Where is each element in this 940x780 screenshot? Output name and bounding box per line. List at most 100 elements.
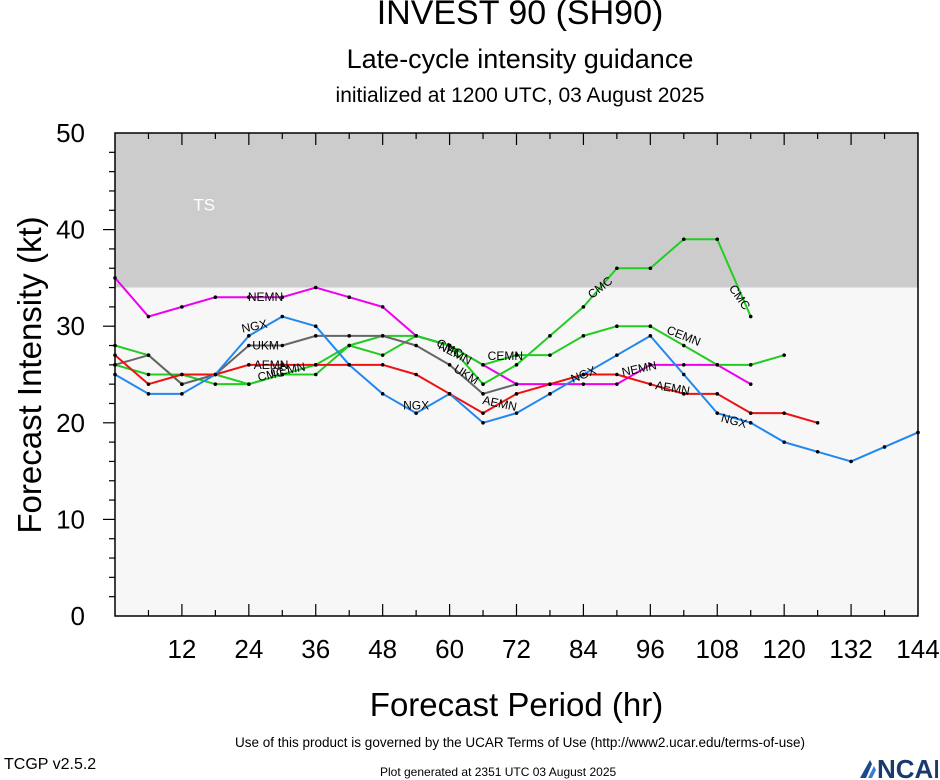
line-label-ngx: NGX xyxy=(403,398,429,412)
data-point-cemn xyxy=(581,334,586,338)
data-point-cmc xyxy=(748,314,753,319)
data-point-cemn xyxy=(347,343,352,348)
data-point-nemn xyxy=(146,314,151,319)
data-point-aemn xyxy=(380,363,385,367)
data-point-cmc xyxy=(581,305,586,309)
data-point-ukm xyxy=(380,334,385,338)
data-point-nemn xyxy=(347,295,352,300)
data-point-cemn xyxy=(280,372,285,377)
line-label-ngx: NGX xyxy=(720,411,749,431)
data-point-ngx xyxy=(715,411,720,415)
data-point-cemn xyxy=(548,353,552,357)
data-point-ngx xyxy=(313,324,318,329)
line-label-ukm: UKM xyxy=(252,339,279,353)
x-tick-label: 96 xyxy=(636,634,665,664)
x-axis-label: Forecast Period (hr) xyxy=(369,686,664,723)
data-point-aemn xyxy=(681,392,686,396)
data-point-cemn xyxy=(648,324,653,329)
data-point-nemn xyxy=(213,295,218,300)
data-point-ngx xyxy=(146,392,151,396)
data-point-nemn xyxy=(380,305,385,309)
x-tick-label: 72 xyxy=(502,634,531,664)
y-tick-label: 40 xyxy=(56,215,85,245)
data-point-ngx xyxy=(180,392,184,396)
data-point-aemn xyxy=(481,411,485,415)
data-point-ngx xyxy=(380,392,385,396)
x-tick-label: 24 xyxy=(234,634,263,664)
data-point-ngx xyxy=(447,392,452,396)
data-point-cmc xyxy=(648,266,653,271)
data-point-aemn xyxy=(313,363,318,367)
data-point-cmc xyxy=(514,363,519,367)
data-point-aemn xyxy=(648,382,653,386)
data-point-ngx xyxy=(347,363,352,367)
data-point-ngx xyxy=(414,411,418,415)
data-point-cmc xyxy=(715,237,720,242)
data-point-cmc xyxy=(681,237,686,242)
data-point-cemn xyxy=(247,382,251,386)
data-point-ukm xyxy=(313,334,318,338)
data-point-cemn xyxy=(681,343,686,348)
data-point-cmc xyxy=(548,334,552,338)
terms-of-use-text: Use of this product is governed by the U… xyxy=(235,735,805,750)
y-tick-label: 10 xyxy=(56,504,85,534)
data-point-ukm xyxy=(347,334,352,338)
data-point-aemn xyxy=(247,363,251,367)
data-point-cmc xyxy=(615,266,619,271)
y-tick-label: 20 xyxy=(56,408,85,438)
data-point-nemn xyxy=(681,363,686,367)
data-point-aemn xyxy=(414,372,418,377)
data-point-ngx xyxy=(782,440,786,444)
data-point-cemn xyxy=(414,334,418,338)
data-point-aemn xyxy=(715,392,720,396)
data-point-ngx xyxy=(815,449,820,454)
data-point-nemn xyxy=(615,382,619,386)
x-tick-label: 36 xyxy=(301,634,330,664)
data-point-cmc xyxy=(481,382,485,386)
intensity-band-1 xyxy=(115,287,918,616)
line-label-nemn: NEMN xyxy=(248,290,283,304)
intensity-band-0 xyxy=(115,133,918,288)
data-point-ngx xyxy=(849,459,853,464)
x-tick-label: 60 xyxy=(435,634,464,664)
data-point-ngx xyxy=(882,445,887,449)
data-point-nemn xyxy=(280,295,285,300)
data-point-cmc xyxy=(313,372,318,377)
line-label-cemn: CEMN xyxy=(488,349,523,363)
data-point-ukm xyxy=(280,343,285,348)
x-tick-label: 12 xyxy=(167,634,196,664)
line-label-cemn: CEMN xyxy=(269,360,306,380)
data-point-nemn xyxy=(581,382,586,386)
data-point-cemn xyxy=(514,353,519,357)
x-tick-label: 84 xyxy=(569,634,598,664)
line-label-ngx: NGX xyxy=(240,317,268,336)
data-point-cemn xyxy=(615,324,619,329)
data-point-cemn xyxy=(748,363,753,367)
data-point-nemn xyxy=(247,295,251,300)
data-point-ngx xyxy=(648,334,653,338)
data-point-aemn xyxy=(548,382,552,386)
data-point-cemn xyxy=(715,363,720,367)
data-point-ngx xyxy=(548,392,552,396)
data-point-aemn xyxy=(180,372,184,377)
data-point-ukm xyxy=(247,343,251,348)
data-point-aemn xyxy=(782,411,786,415)
data-point-nemn xyxy=(313,285,318,290)
data-point-aemn xyxy=(748,411,753,415)
line-label-cmc: CMC xyxy=(256,365,286,384)
x-tick-label: 48 xyxy=(368,634,397,664)
data-point-aemn xyxy=(280,363,285,367)
x-tick-label: 144 xyxy=(896,634,939,664)
data-point-ngx xyxy=(280,314,285,319)
generated-time: Plot generated at 2351 UTC 03 August 202… xyxy=(380,765,617,779)
data-point-aemn xyxy=(514,392,519,396)
data-point-nemn xyxy=(648,363,653,367)
band-label-ts: TS xyxy=(193,195,215,214)
data-point-ngx xyxy=(681,372,686,377)
data-point-cmc xyxy=(146,372,151,377)
ncar-logo: NCAR xyxy=(860,754,938,780)
data-point-cemn xyxy=(380,353,385,357)
data-point-ngx xyxy=(748,421,753,425)
data-point-ukm xyxy=(481,392,485,396)
